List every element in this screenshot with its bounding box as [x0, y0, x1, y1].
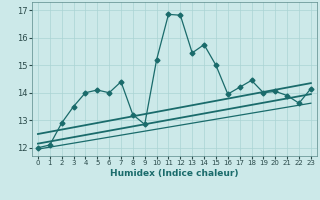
X-axis label: Humidex (Indice chaleur): Humidex (Indice chaleur) — [110, 169, 239, 178]
